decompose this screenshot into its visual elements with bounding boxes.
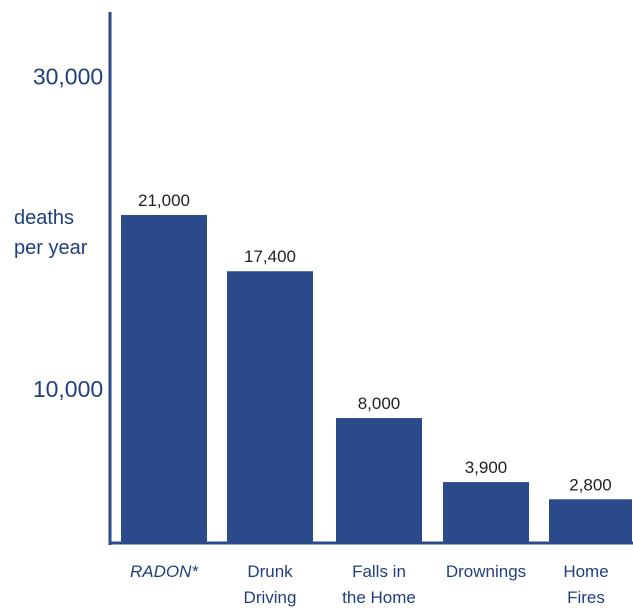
- y-axis-label: deaths per year: [14, 207, 88, 259]
- bar-value-label: 3,900: [465, 458, 508, 477]
- category-label: Drownings: [446, 562, 526, 581]
- bar-1: [227, 271, 313, 543]
- bar-3: [443, 482, 529, 543]
- category-label: Home Fires: [563, 562, 608, 607]
- bar-4: [549, 499, 632, 543]
- y-tick-label: 30,000: [33, 63, 103, 89]
- y-tick-label: 10,000: [33, 376, 103, 402]
- category-label: Falls in the Home: [342, 562, 416, 607]
- bar-value-label: 17,400: [244, 247, 296, 266]
- bar-value-label: 21,000: [138, 191, 190, 210]
- category-label: RADON*: [130, 562, 199, 581]
- bars-layer: [121, 215, 632, 543]
- bar-2: [336, 418, 422, 543]
- bar-value-label: 8,000: [358, 394, 401, 413]
- labels-layer: 21,000 17,400 8,000 3,900 2,800 RADON* Drunk Dr…: [14, 63, 612, 607]
- bar-0: [121, 215, 207, 543]
- category-label: Drunk Driving: [244, 562, 297, 607]
- bar-value-label: 2,800: [569, 475, 612, 494]
